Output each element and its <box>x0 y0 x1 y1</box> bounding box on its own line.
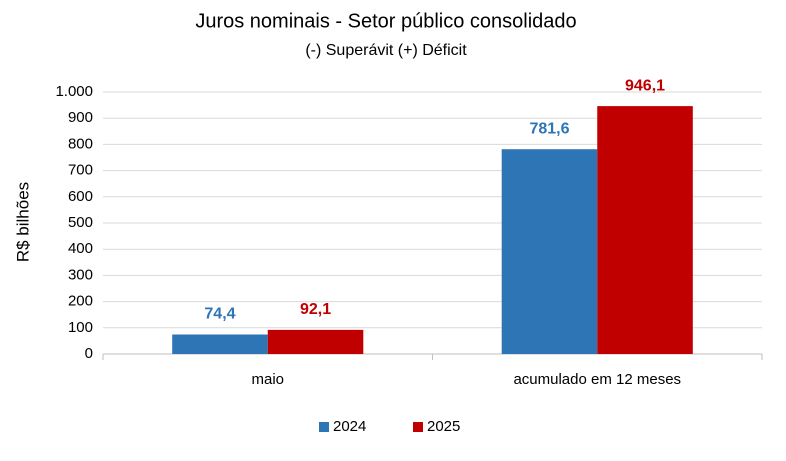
y-tick-label: 700 <box>68 162 93 179</box>
y-tick-label: 900 <box>68 109 93 126</box>
bar <box>172 334 268 354</box>
data-label: 74,4 <box>204 306 235 323</box>
bar <box>267 329 364 354</box>
y-tick-label: 800 <box>68 135 93 152</box>
legend-label: 2025 <box>427 418 460 435</box>
y-tick-label: 300 <box>68 266 93 283</box>
x-tick-label: acumulado em 12 meses <box>513 371 681 388</box>
y-tick-label: 200 <box>68 293 93 310</box>
legend-label: 2024 <box>333 418 366 435</box>
legend-swatch <box>319 422 329 432</box>
y-tick-label: 600 <box>68 188 93 205</box>
y-tick-label: 400 <box>68 240 93 257</box>
bar <box>597 106 693 355</box>
data-label: 946,1 <box>625 77 665 94</box>
y-tick-label: 500 <box>68 214 93 231</box>
y-tick-label: 1.000 <box>55 83 93 100</box>
legend-swatch <box>413 422 423 432</box>
y-axis-label: R$ bilhões <box>13 182 32 262</box>
chart-title: Juros nominais - Setor público consolida… <box>195 10 576 32</box>
x-tick-label: maio <box>251 371 284 388</box>
data-label: 781,6 <box>529 120 569 137</box>
y-tick-label: 0 <box>85 345 93 362</box>
chart-subtitle: (-) Superávit (+) Déficit <box>305 42 467 59</box>
bar <box>501 149 598 354</box>
data-label: 92,1 <box>300 301 331 318</box>
y-tick-label: 100 <box>68 319 93 336</box>
